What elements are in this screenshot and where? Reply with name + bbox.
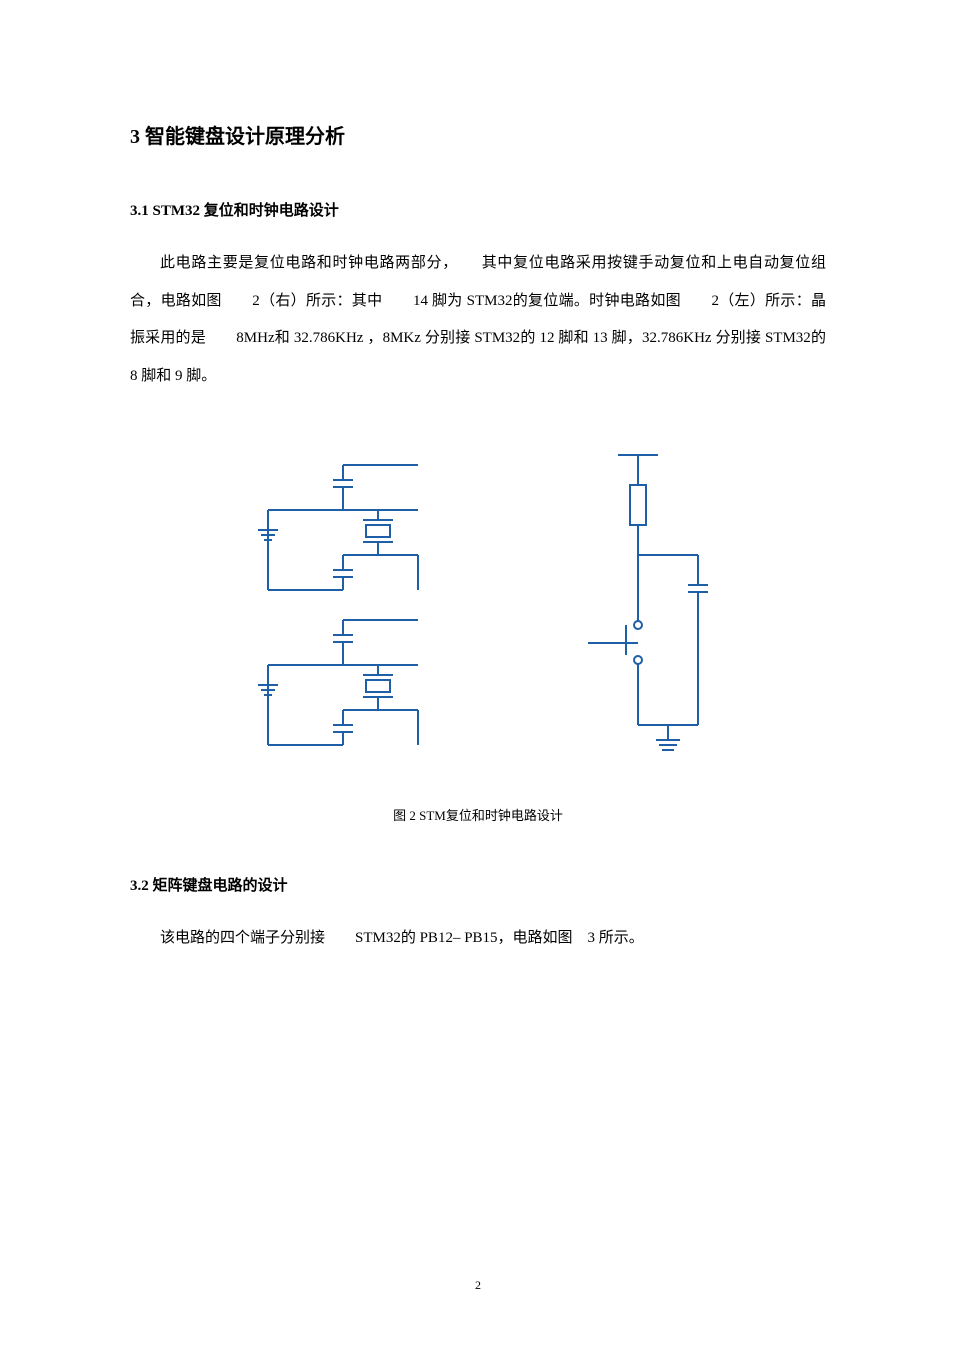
- figure-2-caption: 图 2 STM复位和时钟电路设计: [130, 805, 826, 824]
- subsection-1-number: 3.1: [130, 203, 149, 219]
- subsection-2-title: 矩阵键盘电路的设计: [153, 878, 288, 894]
- subsection-2-paragraph: 该电路的四个端子分别接 STM32的 PB12– PB15，电路如图 3 所示。: [130, 920, 826, 958]
- subsection-1-paragraph: 此电路主要是复位电路和时钟电路两部分， 其中复位电路采用按键手动复位和上电自动复…: [130, 245, 826, 395]
- subsection-1-heading: 3.1 STM32 复位和时钟电路设计: [130, 199, 826, 220]
- circuit-diagram: [218, 425, 738, 785]
- section-number: 3: [130, 126, 140, 148]
- figure-2-container: [130, 425, 826, 785]
- subsection-1-title: STM32 复位和时钟电路设计: [153, 203, 339, 219]
- subsection-2-heading: 3.2 矩阵键盘电路的设计: [130, 874, 826, 895]
- subsection-2-number: 3.2: [130, 878, 149, 894]
- page-number: 2: [475, 1278, 481, 1293]
- section-heading: 3 智能键盘设计原理分析: [130, 120, 826, 149]
- section-title: 智能键盘设计原理分析: [145, 126, 345, 148]
